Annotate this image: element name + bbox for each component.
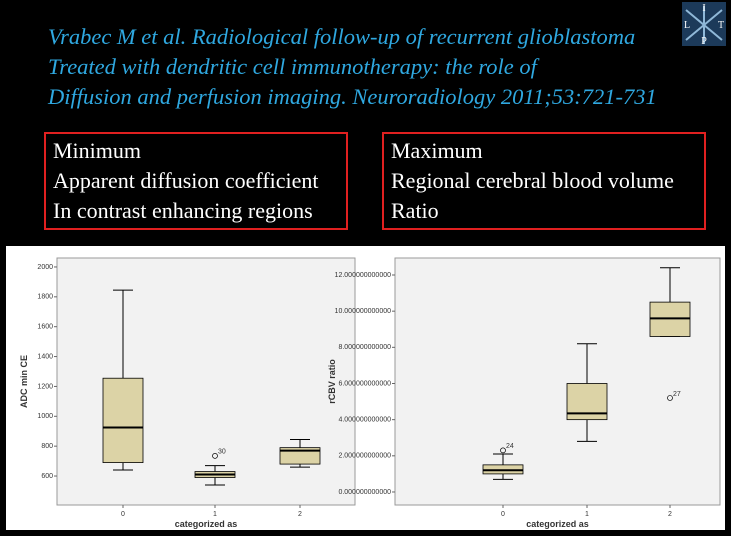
x-tick-label: 2	[668, 511, 672, 518]
y-tick-label: 1000	[37, 413, 53, 420]
plot-frame	[394, 257, 721, 506]
box	[279, 447, 321, 465]
title-line: Treated with dendritic cell immunotherap…	[48, 54, 540, 79]
logo-letter: L	[684, 20, 690, 31]
box	[102, 377, 144, 463]
y-tick-label: 1400	[37, 353, 53, 360]
y-tick-label: 2.000000000000	[338, 453, 391, 460]
title-line: Vrabec M et al. Radiological follow-up o…	[48, 24, 635, 49]
outlier	[212, 453, 218, 459]
outlier	[500, 447, 506, 454]
logo: I L T P	[682, 2, 726, 47]
y-tick-label: 2000	[37, 264, 53, 271]
x-tick-label: 1	[585, 511, 589, 518]
y-tick-label: 600	[41, 473, 53, 480]
y-axis-label: rCBV ratio	[327, 359, 337, 404]
outlier-label: 24	[506, 443, 514, 450]
plot-frame	[56, 257, 356, 506]
box-line: Regional cerebral blood volume	[391, 168, 674, 193]
y-tick-label: 1800	[37, 294, 53, 301]
y-tick-label: 1600	[37, 324, 53, 331]
y-tick-label: 12.000000000000	[335, 272, 392, 279]
x-tick-label: 2	[298, 511, 302, 518]
box-line: Apparent diffusion coefficient	[53, 168, 319, 193]
logo-letter: I	[702, 3, 705, 14]
y-tick-label: 10.000000000000	[335, 308, 392, 315]
y-tick-label: 6.000000000000	[338, 380, 391, 387]
y-tick-label: 4.000000000000	[338, 416, 391, 423]
outlier-label: 30	[218, 449, 226, 456]
box-line: Maximum	[391, 138, 483, 163]
outlier-label: 27	[673, 391, 681, 398]
x-tick-label: 0	[501, 511, 505, 518]
x-axis-label: categorized as	[175, 519, 238, 529]
text-box	[382, 132, 706, 230]
y-tick-label: 1200	[37, 383, 53, 390]
x-tick-label: 1	[213, 511, 217, 518]
y-tick-label: 8.000000000000	[338, 344, 391, 351]
y-tick-label: 0.000000000000	[338, 489, 391, 496]
box-line: In contrast enhancing regions	[53, 198, 313, 223]
x-tick-label: 0	[121, 511, 125, 518]
logo-letter: T	[718, 20, 724, 31]
text-box	[44, 132, 348, 230]
y-tick-label: 800	[41, 443, 53, 450]
logo-letter: P	[701, 36, 707, 47]
box-line: Ratio	[391, 198, 439, 223]
y-axis-label: ADC min CE	[19, 355, 29, 408]
outlier	[667, 395, 673, 401]
box-line: Minimum	[53, 138, 141, 163]
x-axis-label: categorized as	[526, 519, 589, 529]
title-line: Diffusion and perfusion imaging. Neurora…	[47, 84, 657, 109]
